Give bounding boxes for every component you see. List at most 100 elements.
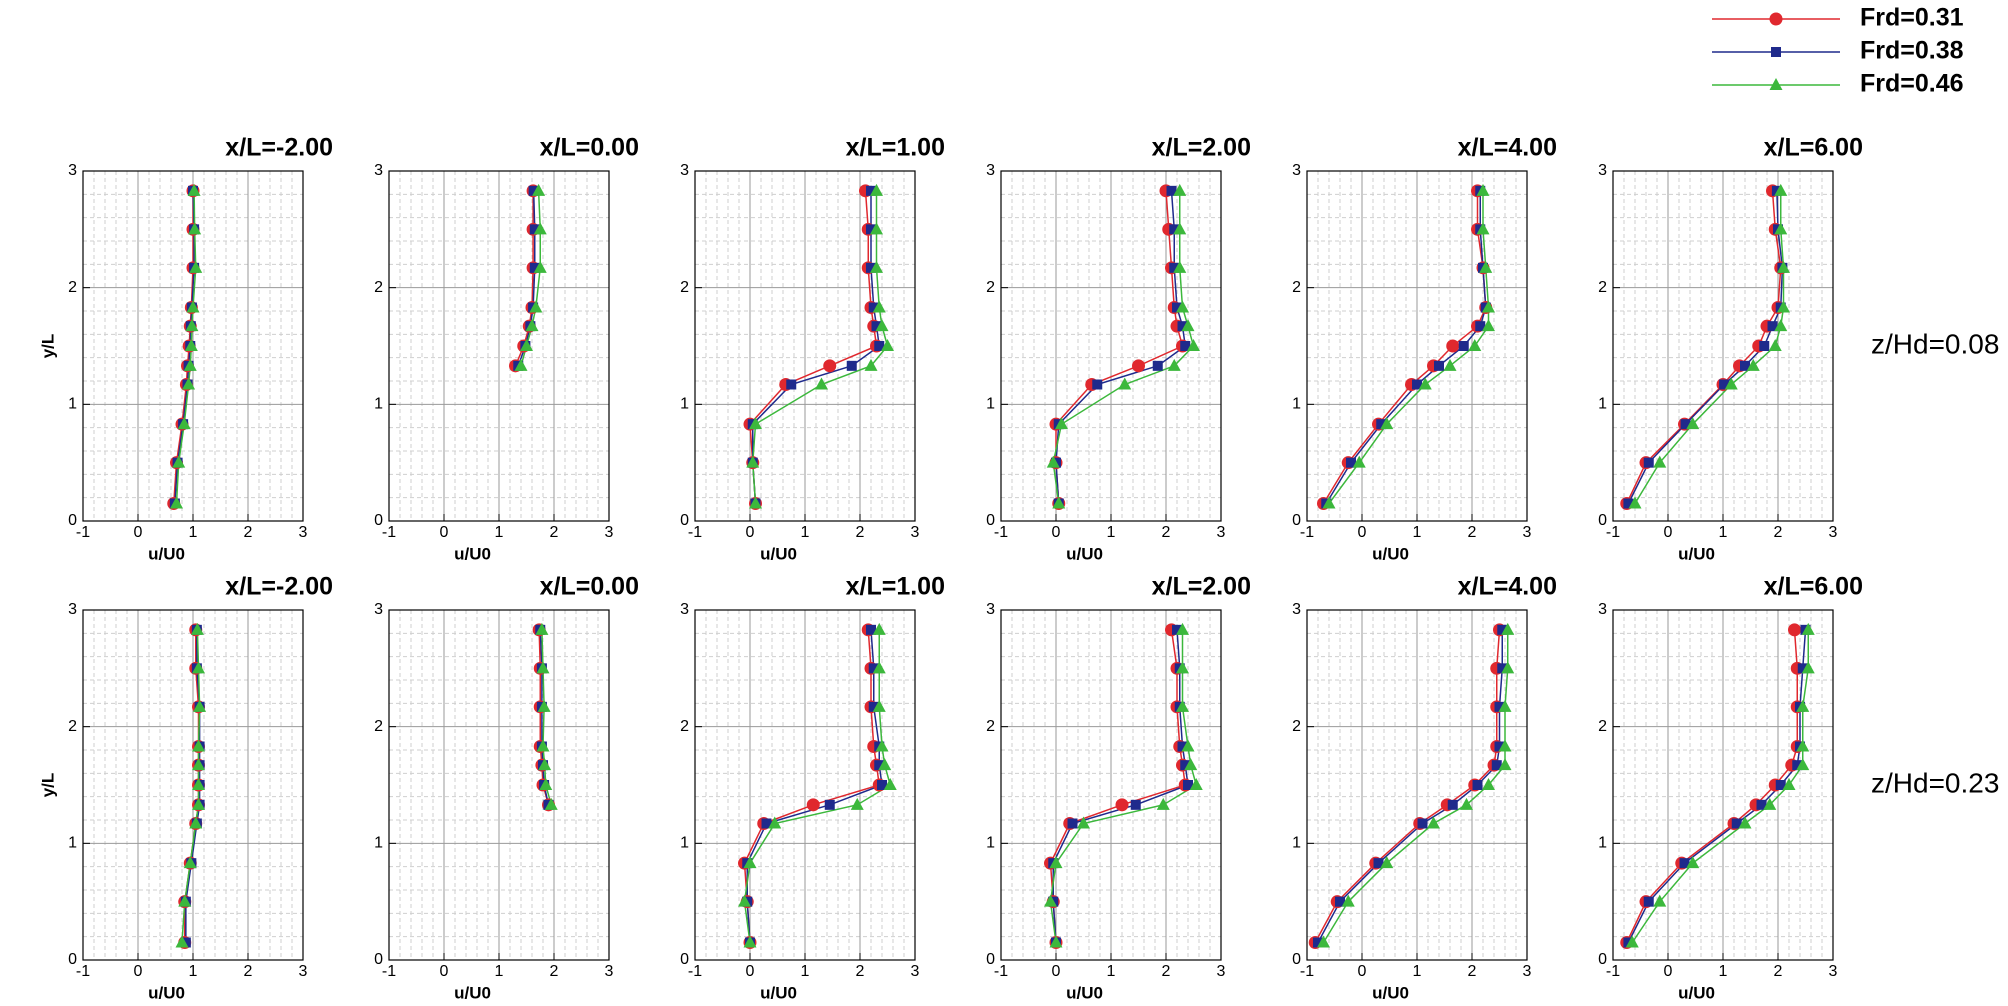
marker <box>1177 741 1188 752</box>
marker <box>1501 622 1515 635</box>
y-tick-label: 1 <box>374 835 383 852</box>
profile-line <box>1055 190 1184 504</box>
marker <box>1768 339 1782 351</box>
x-tick-label: -1 <box>1606 524 1620 541</box>
marker <box>1628 496 1642 509</box>
x-tick-label: -1 <box>76 963 90 980</box>
marker <box>1797 663 1808 674</box>
marker <box>738 894 751 907</box>
marker <box>1476 183 1490 196</box>
x-tick-label: 3 <box>299 524 308 541</box>
marker <box>1746 358 1760 371</box>
y-tick-label: 1 <box>680 835 689 852</box>
marker <box>1352 455 1366 468</box>
marker <box>1788 623 1801 637</box>
plot-frame <box>1306 609 1528 961</box>
marker <box>1767 321 1778 332</box>
marker <box>786 379 797 390</box>
marker <box>846 360 857 371</box>
marker <box>189 816 203 829</box>
x-axis-label: u/U0 <box>1066 983 1103 1002</box>
y-tick-label: 2 <box>374 279 383 296</box>
y-axis-label: y/L <box>38 334 57 359</box>
marker <box>1380 856 1394 869</box>
marker <box>870 222 883 235</box>
x-tick-label: 3 <box>911 524 920 541</box>
y-tick-label: 1 <box>986 396 995 413</box>
marker <box>1044 894 1057 907</box>
plot-frame <box>1000 170 1222 522</box>
marker <box>1498 758 1512 771</box>
marker <box>536 739 550 752</box>
marker <box>1412 379 1422 390</box>
marker <box>1067 818 1078 829</box>
marker <box>1686 417 1700 430</box>
plot-frame <box>388 170 610 522</box>
marker <box>1055 417 1068 430</box>
x-tick-label: 2 <box>1468 524 1477 541</box>
plot-frame <box>388 609 610 961</box>
x-tick-label: 3 <box>1217 524 1226 541</box>
marker <box>1801 661 1815 674</box>
chart-title: x/L=-2.00 <box>225 573 333 601</box>
x-tick-label: 2 <box>1162 963 1171 980</box>
marker <box>1313 937 1323 948</box>
x-tick-label: -1 <box>76 524 90 541</box>
marker <box>537 699 551 712</box>
y-tick-label: 3 <box>68 162 77 179</box>
marker <box>192 797 205 810</box>
marker <box>186 300 200 313</box>
marker <box>1769 78 1783 90</box>
y-tick-label: 1 <box>1598 396 1607 413</box>
marker <box>1181 319 1195 332</box>
marker <box>866 624 876 635</box>
y-tick-label: 0 <box>68 512 77 529</box>
marker <box>1497 663 1508 674</box>
x-tick-label: 0 <box>746 963 755 980</box>
marker <box>544 797 558 810</box>
marker <box>868 302 879 313</box>
marker <box>192 739 205 752</box>
row-label: z/Hd=0.08 <box>1871 328 1999 359</box>
marker <box>878 758 892 771</box>
y-tick-label: 0 <box>1598 512 1607 529</box>
y-tick-label: 2 <box>374 718 383 735</box>
marker <box>1173 183 1187 196</box>
y-tick-label: 0 <box>1292 512 1301 529</box>
marker <box>1769 12 1783 26</box>
y-tick-label: 1 <box>68 396 77 413</box>
marker <box>192 661 205 674</box>
plot-frame <box>694 609 916 961</box>
marker <box>1434 360 1444 371</box>
marker <box>188 222 202 235</box>
marker <box>1180 760 1191 771</box>
marker <box>1458 341 1469 351</box>
marker <box>871 321 882 332</box>
marker <box>1643 457 1654 468</box>
chart-title: x/L=0.00 <box>540 134 639 162</box>
x-tick-label: 0 <box>1664 524 1673 541</box>
x-tick-label: -1 <box>382 963 396 980</box>
marker <box>749 417 762 430</box>
marker <box>1774 183 1788 196</box>
y-tick-label: 2 <box>1292 718 1301 735</box>
marker <box>1322 496 1336 509</box>
marker <box>815 377 828 390</box>
marker <box>514 358 528 371</box>
x-tick-label: 2 <box>244 963 253 980</box>
marker <box>1172 624 1182 635</box>
x-tick-label: -1 <box>1300 963 1314 980</box>
marker <box>1763 797 1777 810</box>
marker <box>872 661 886 674</box>
marker <box>1169 224 1180 235</box>
y-tick-label: 0 <box>68 951 77 968</box>
plot-frame <box>82 609 304 961</box>
marker <box>1796 758 1810 771</box>
x-tick-label: 0 <box>1664 963 1673 980</box>
y-tick-label: 0 <box>1292 951 1301 968</box>
marker <box>1774 319 1788 332</box>
marker <box>1653 455 1667 468</box>
marker <box>1476 222 1490 235</box>
x-tick-label: 2 <box>1162 524 1171 541</box>
marker <box>874 760 885 771</box>
